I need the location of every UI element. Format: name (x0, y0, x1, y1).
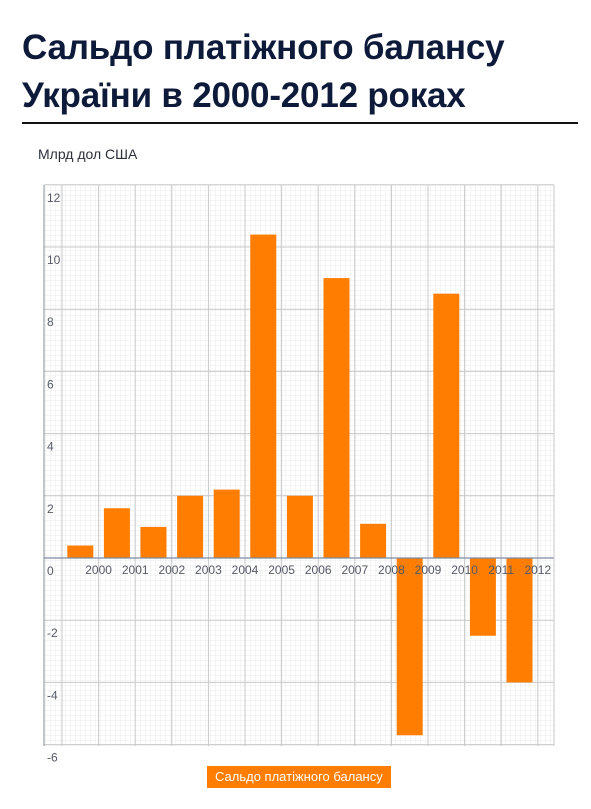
y-tick-label: -6 (47, 751, 58, 765)
x-tick-label: 2003 (195, 563, 222, 577)
bar-2001 (103, 508, 130, 558)
legend-label: Сальдо платіжного балансу (207, 766, 391, 788)
y-tick-label: 12 (47, 191, 61, 205)
y-tick-label: 6 (47, 377, 54, 391)
x-tick-label: 2002 (158, 563, 185, 577)
x-tick-label: 2005 (268, 563, 295, 577)
x-tick-label: 2006 (305, 563, 332, 577)
bar-2000 (67, 545, 94, 558)
bar-2002 (140, 526, 167, 558)
y-tick-label: 2 (47, 502, 54, 516)
bar-2012 (506, 558, 533, 683)
x-tick-label: 2000 (85, 563, 112, 577)
y-tick-label: 10 (47, 253, 61, 267)
bar-2004 (213, 489, 240, 558)
x-tick-label: 2010 (451, 563, 478, 577)
x-tick-label: 2011 (488, 563, 514, 577)
bar-2006 (286, 495, 313, 558)
bar-2011 (469, 558, 496, 636)
x-tick-label: 2004 (232, 563, 259, 577)
x-tick-label: 2009 (415, 563, 442, 577)
x-tick-label: 2001 (122, 563, 149, 577)
y-tick-label: 4 (47, 440, 54, 454)
chart-title: Сальдо платіжного балансу України в 2000… (22, 28, 505, 115)
bar-2003 (177, 495, 204, 558)
y-tick-label: -2 (47, 626, 58, 640)
bar-2010 (433, 293, 460, 558)
bar-2007 (323, 278, 350, 558)
x-tick-label: 2007 (341, 563, 368, 577)
bar-2005 (250, 234, 277, 558)
y-tick-label: 0 (47, 564, 54, 578)
y-tick-label: 8 (47, 315, 54, 329)
bar-2008 (360, 523, 387, 558)
x-tick-label: 2012 (524, 563, 551, 577)
y-tick-label: -4 (47, 688, 58, 702)
x-tick-label: 2008 (378, 563, 405, 577)
y-axis-unit-label: Млрд дол США (38, 146, 138, 162)
plot-background (44, 185, 554, 746)
bar-2009 (396, 558, 423, 736)
title-divider (22, 122, 578, 124)
